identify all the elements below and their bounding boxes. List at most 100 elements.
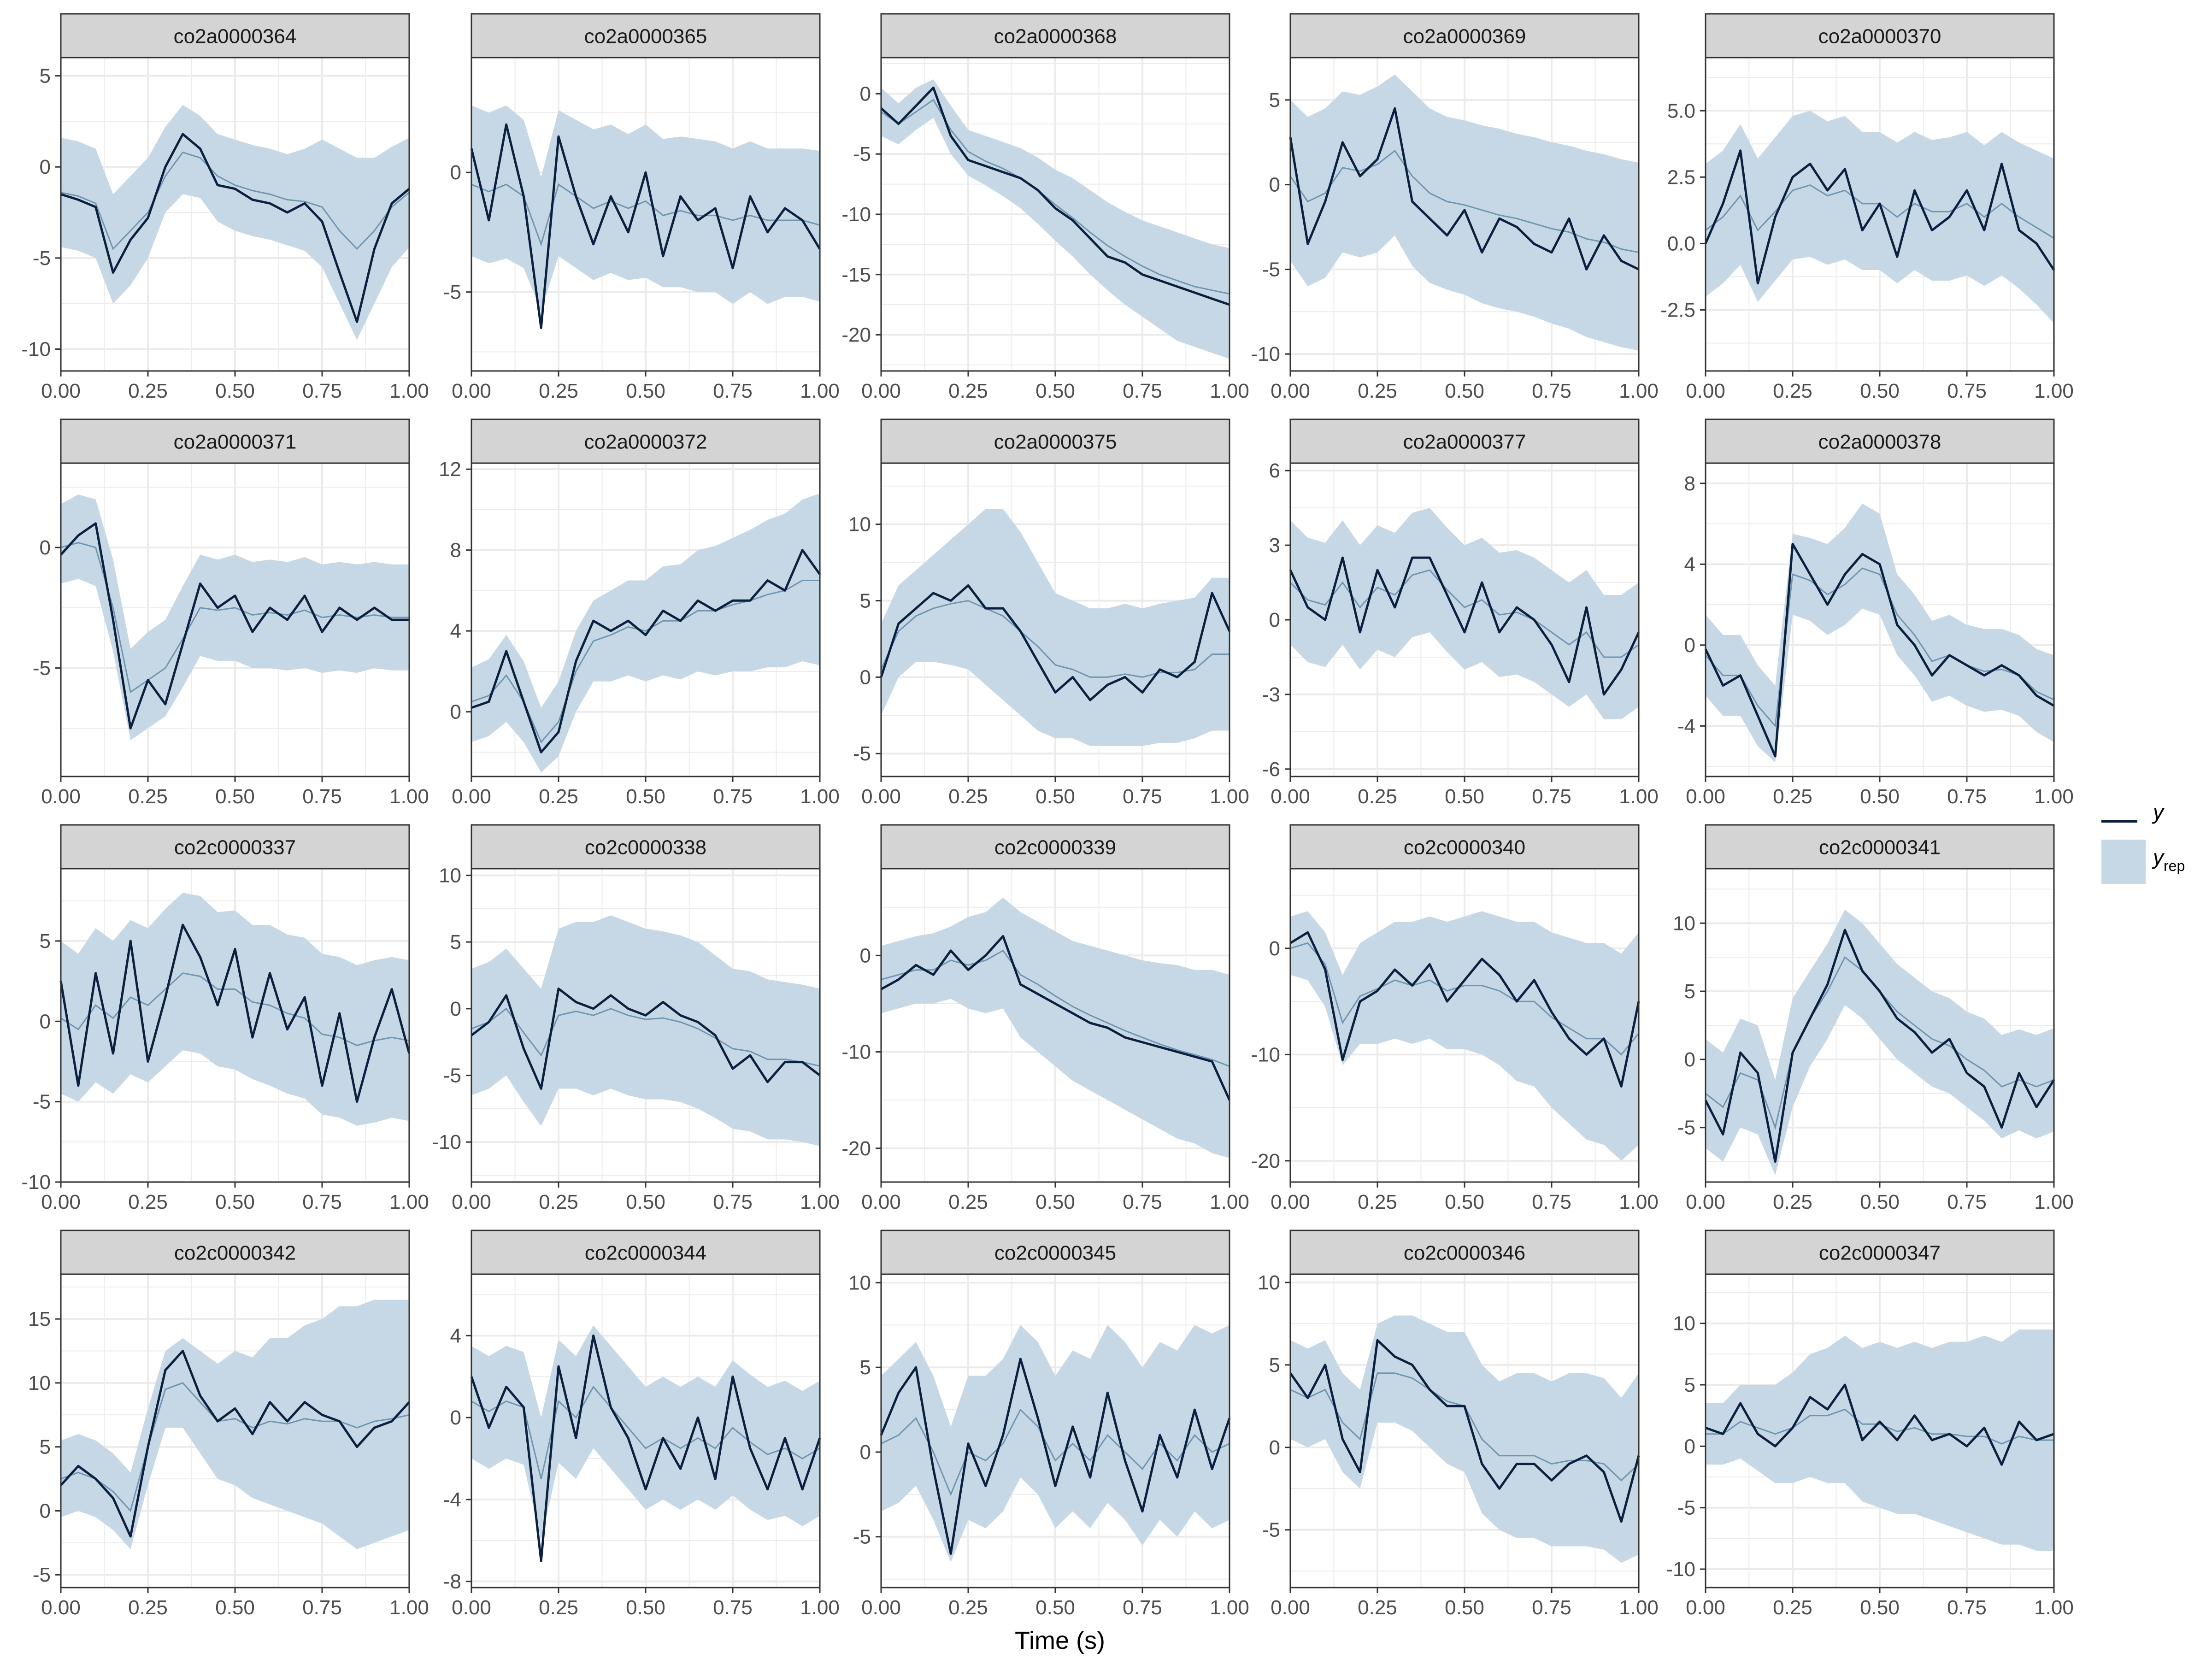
y-observed-line bbox=[1704, 149, 2055, 285]
facet-strip-label: co2a0000375 bbox=[994, 431, 1117, 453]
y-tick-label: -5 bbox=[33, 247, 51, 270]
yrep-interval-band bbox=[61, 105, 409, 340]
y-tick-label: -5 bbox=[853, 143, 871, 165]
y-tick-label: 10 bbox=[28, 1372, 51, 1394]
y-observed-line bbox=[1289, 107, 1640, 271]
facet-strip bbox=[471, 824, 821, 870]
y-observed-line bbox=[880, 584, 1231, 701]
x-tick-label: 0.25 bbox=[1358, 1191, 1397, 1213]
y-tick-label: 10 bbox=[1673, 1312, 1695, 1335]
facet-strip-label: co2c0000344 bbox=[585, 1242, 706, 1265]
y-tick-label: 0 bbox=[1684, 634, 1695, 657]
x-tick-label: 0.00 bbox=[452, 785, 491, 808]
y-tick-label: -20 bbox=[841, 1137, 871, 1160]
x-tick-label: 1.00 bbox=[1210, 1191, 1249, 1213]
y-tick-label: 5.0 bbox=[1667, 100, 1695, 122]
y-observed-line bbox=[1289, 556, 1640, 696]
x-tick-label: 0.25 bbox=[1773, 785, 1812, 808]
yrep-median-line bbox=[60, 151, 410, 250]
y-tick-label: -5 bbox=[853, 1526, 871, 1548]
y-tick-label: -5 bbox=[1262, 258, 1280, 281]
y-tick-label: -15 bbox=[841, 264, 871, 286]
x-tick-label: 0.75 bbox=[1123, 380, 1162, 402]
x-tick-label: 0.00 bbox=[1271, 380, 1310, 402]
x-tick-label: 0.25 bbox=[948, 1596, 988, 1619]
yrep-interval-band bbox=[1290, 1315, 1639, 1563]
facet-panel: co2a0000364 0.00 0.25 0.50 0.75 1.00 5 0 -5 -10 bbox=[21, 13, 429, 402]
x-tick-label: 0.25 bbox=[1773, 380, 1812, 402]
x-tick-label: 1.00 bbox=[2034, 1191, 2074, 1213]
x-tick-label: 0.25 bbox=[128, 1596, 168, 1619]
y-observed-line bbox=[60, 133, 410, 323]
y-tick-label: 0 bbox=[860, 666, 871, 688]
yrep-interval-band bbox=[61, 494, 409, 741]
facet-strip bbox=[1705, 418, 2055, 464]
y-tick-label: 0.0 bbox=[1667, 232, 1695, 255]
yrep-median-line bbox=[1290, 942, 1640, 1056]
y-tick-label: 5 bbox=[40, 65, 51, 88]
x-tick-label: 1.00 bbox=[1619, 380, 1659, 402]
x-tick-label: 0.75 bbox=[302, 1191, 342, 1213]
facet-strip bbox=[471, 418, 821, 464]
facet-strip-label: co2c0000338 bbox=[585, 836, 706, 859]
y-tick-label: -5 bbox=[33, 1564, 51, 1586]
y-observed-line bbox=[471, 987, 821, 1090]
x-tick-label: 0.50 bbox=[1860, 380, 1900, 402]
x-tick-label: 0.00 bbox=[861, 1596, 901, 1619]
x-tick-label: 0.50 bbox=[1860, 1596, 1900, 1619]
x-tick-label: 0.25 bbox=[1358, 1596, 1397, 1619]
y-tick-label: -20 bbox=[1251, 1150, 1280, 1172]
x-tick-label: 0.00 bbox=[41, 380, 81, 402]
facet-strip bbox=[880, 13, 1230, 59]
facet-strip bbox=[880, 418, 1230, 464]
y-observed-line bbox=[470, 1334, 821, 1562]
x-tick-label: 0.00 bbox=[1271, 1191, 1310, 1213]
x-tick-label: 0.50 bbox=[1860, 785, 1900, 808]
y-tick-label: 10 bbox=[848, 1271, 871, 1294]
y-tick-label: 0 bbox=[40, 536, 51, 559]
y-tick-label: 0 bbox=[1269, 1436, 1280, 1459]
x-tick-label: 0.00 bbox=[1686, 1191, 1725, 1213]
facet-strip bbox=[60, 13, 410, 59]
x-tick-label: 0.50 bbox=[215, 785, 255, 808]
y-observed-line bbox=[1704, 929, 2055, 1163]
facet-strip bbox=[1289, 1230, 1640, 1275]
x-tick-label: 0.00 bbox=[41, 785, 81, 808]
x-tick-label: 0.75 bbox=[713, 785, 753, 808]
y-tick-label: 8 bbox=[450, 539, 461, 562]
x-tick-label: 0.75 bbox=[1532, 1191, 1571, 1213]
x-tick-label: 0.75 bbox=[1532, 1596, 1571, 1619]
y-tick-label: -8 bbox=[443, 1571, 461, 1593]
y-tick-label: 10 bbox=[1673, 912, 1695, 935]
y-tick-label: -3 bbox=[1262, 683, 1280, 706]
facet-panel: co2a0000377 0.00 0.25 0.50 0.75 1.00 6 3 0 -3 -6 bbox=[1262, 418, 1659, 808]
yrep-interval-band bbox=[1706, 909, 2054, 1176]
x-tick-label: 1.00 bbox=[800, 1191, 840, 1213]
y-tick-label: 15 bbox=[28, 1308, 51, 1330]
facet-strip-label: co2c0000346 bbox=[1404, 1242, 1525, 1265]
x-tick-label: 1.00 bbox=[2034, 1596, 2074, 1619]
x-tick-label: 0.00 bbox=[861, 380, 901, 402]
facet-panel: co2c0000341 0.00 0.25 0.50 0.75 1.00 10 5 0 -5 bbox=[1673, 824, 2074, 1213]
y-tick-label: -10 bbox=[21, 338, 51, 361]
y-tick-label: -10 bbox=[841, 1041, 871, 1064]
x-tick-label: 0.75 bbox=[1947, 1191, 1987, 1213]
x-tick-label: 0.00 bbox=[861, 1191, 901, 1213]
yrep-median-line bbox=[1289, 150, 1639, 253]
x-tick-label: 0.50 bbox=[215, 1596, 255, 1619]
yrep-interval-band bbox=[1706, 1330, 2054, 1551]
y-tick-label: 0 bbox=[1269, 174, 1280, 196]
x-tick-label: 0.50 bbox=[1445, 785, 1484, 808]
y-tick-label: -5 bbox=[1677, 1117, 1695, 1139]
x-tick-label: 0.25 bbox=[1358, 380, 1397, 402]
y-tick-label: 0 bbox=[40, 1010, 51, 1033]
facet-strip bbox=[880, 1230, 1230, 1275]
x-tick-label: 1.00 bbox=[1619, 785, 1659, 808]
y-tick-label: -5 bbox=[1262, 1519, 1280, 1541]
facet-panel: co2a0000370 0.00 0.25 0.50 0.75 1.00 5.0 2.5 0.0… bbox=[1660, 13, 2074, 402]
x-tick-label: 1.00 bbox=[389, 1596, 429, 1619]
x-tick-label: 0.50 bbox=[626, 1596, 665, 1619]
x-tick-label: 0.50 bbox=[215, 380, 255, 402]
facet-strip-label: co2a0000370 bbox=[1818, 25, 1941, 48]
